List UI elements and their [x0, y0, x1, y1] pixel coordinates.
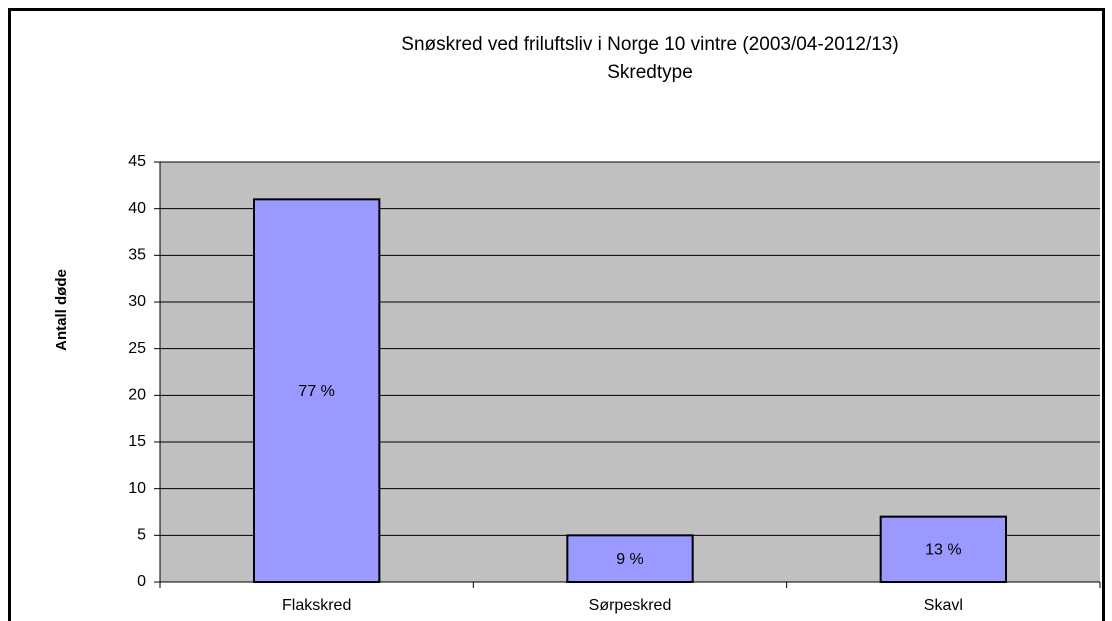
y-tick-label: 10 [128, 480, 146, 497]
y-tick-label: 35 [128, 247, 146, 264]
y-tick-label: 20 [128, 387, 146, 404]
chart-subtitle: Skredtype [607, 62, 693, 83]
bar-annotation: 13 % [925, 542, 961, 559]
bar-annotation: 77 % [298, 383, 334, 400]
x-tick-label: Skavl [924, 597, 963, 614]
y-tick-label: 15 [128, 433, 146, 450]
bar [566, 534, 694, 583]
y-axis-label: Antall døde [53, 269, 70, 351]
bar [253, 198, 381, 583]
y-tick-label: 40 [128, 200, 146, 217]
y-tick-label: 30 [128, 293, 146, 310]
y-tick-label: 25 [128, 340, 146, 357]
bar [879, 515, 1008, 584]
y-tick-label: 0 [137, 573, 146, 590]
chart-title: Snøskred ved friluftsliv i Norge 10 vint… [401, 34, 898, 55]
y-tick-label: 5 [137, 527, 146, 544]
x-tick-label: Sørpeskred [589, 597, 672, 614]
x-tick-label: Flakskred [282, 597, 351, 614]
bar-annotation: 9 % [616, 551, 644, 568]
y-tick-label: 45 [128, 153, 146, 170]
